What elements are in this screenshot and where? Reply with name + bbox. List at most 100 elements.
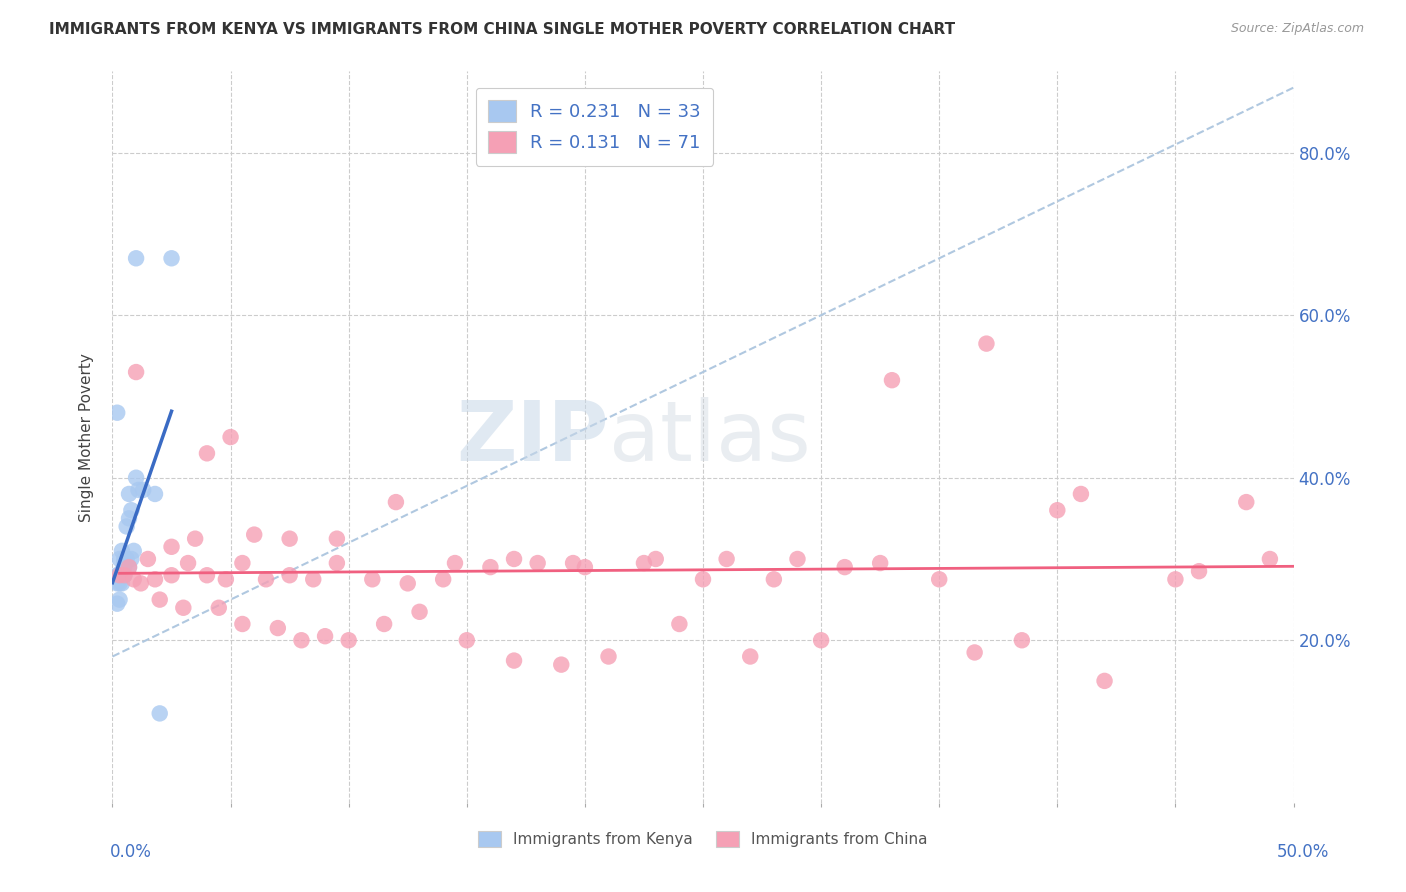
Point [215, 572, 238, 586]
Point [385, 495, 408, 509]
Point [231, 617, 253, 632]
Text: 50.0%: 50.0% [1277, 843, 1329, 861]
Point [120, 552, 142, 566]
Point [149, 592, 172, 607]
Point [1258, 552, 1281, 566]
Point [125, 365, 148, 379]
Point [195, 446, 218, 460]
Point [598, 649, 620, 664]
Point [184, 532, 207, 546]
Point [112, 552, 135, 566]
Point [111, 568, 134, 582]
Point [373, 617, 395, 632]
Point [396, 576, 419, 591]
Point [112, 556, 135, 570]
Point [503, 552, 526, 566]
Point [111, 544, 134, 558]
Point [195, 568, 218, 582]
Point [125, 252, 148, 266]
Point [1070, 487, 1092, 501]
Point [122, 544, 145, 558]
Point [243, 527, 266, 541]
Point [127, 483, 149, 497]
Point [526, 556, 548, 570]
Point [550, 657, 572, 672]
Point [108, 592, 131, 607]
Point [834, 560, 856, 574]
Point [1164, 572, 1187, 586]
Point [633, 556, 655, 570]
Point [928, 572, 950, 586]
Point [880, 373, 903, 387]
Point [172, 600, 194, 615]
Point [302, 572, 325, 586]
Point [432, 572, 454, 586]
Point [208, 600, 231, 615]
Point [1234, 495, 1257, 509]
Point [668, 617, 690, 632]
Point [118, 487, 141, 501]
Point [740, 649, 762, 664]
Point [810, 633, 832, 648]
Point [574, 560, 596, 574]
Point [105, 406, 128, 420]
Point [115, 552, 138, 566]
Point [112, 568, 135, 582]
Point [108, 568, 131, 582]
Point [112, 568, 135, 582]
Point [111, 576, 134, 591]
Point [290, 633, 312, 648]
Point [963, 645, 986, 659]
Point [278, 568, 301, 582]
Point [314, 629, 336, 643]
Point [105, 568, 128, 582]
Text: 0.0%: 0.0% [110, 843, 152, 861]
Legend: Immigrants from Kenya, Immigrants from China: Immigrants from Kenya, Immigrants from C… [472, 825, 934, 853]
Point [479, 560, 502, 574]
Point [143, 572, 166, 586]
Point [108, 568, 131, 582]
Text: atlas: atlas [609, 397, 810, 477]
Point [115, 519, 138, 533]
Point [120, 503, 142, 517]
Point [1011, 633, 1033, 648]
Y-axis label: Single Mother Poverty: Single Mother Poverty [79, 352, 94, 522]
Point [112, 560, 135, 574]
Point [1188, 564, 1211, 578]
Point [129, 576, 152, 591]
Point [125, 471, 148, 485]
Point [1046, 503, 1069, 517]
Point [869, 556, 891, 570]
Point [786, 552, 808, 566]
Point [177, 556, 200, 570]
Point [692, 572, 714, 586]
Point [1094, 673, 1116, 688]
Point [231, 556, 253, 570]
Point [644, 552, 666, 566]
Point [122, 572, 145, 586]
Point [503, 654, 526, 668]
Point [108, 576, 131, 591]
Point [716, 552, 738, 566]
Point [149, 706, 172, 721]
Point [112, 568, 135, 582]
Point [326, 532, 349, 546]
Point [337, 633, 360, 648]
Point [562, 556, 585, 570]
Point [326, 556, 349, 570]
Point [111, 564, 134, 578]
Point [108, 552, 131, 566]
Point [118, 511, 141, 525]
Point [361, 572, 384, 586]
Point [976, 336, 998, 351]
Point [762, 572, 785, 586]
Point [132, 483, 155, 497]
Point [278, 532, 301, 546]
Point [408, 605, 430, 619]
Point [267, 621, 290, 635]
Text: IMMIGRANTS FROM KENYA VS IMMIGRANTS FROM CHINA SINGLE MOTHER POVERTY CORRELATION: IMMIGRANTS FROM KENYA VS IMMIGRANTS FROM… [49, 22, 955, 37]
Point [456, 633, 478, 648]
Point [444, 556, 467, 570]
Point [160, 540, 183, 554]
Point [105, 576, 128, 591]
